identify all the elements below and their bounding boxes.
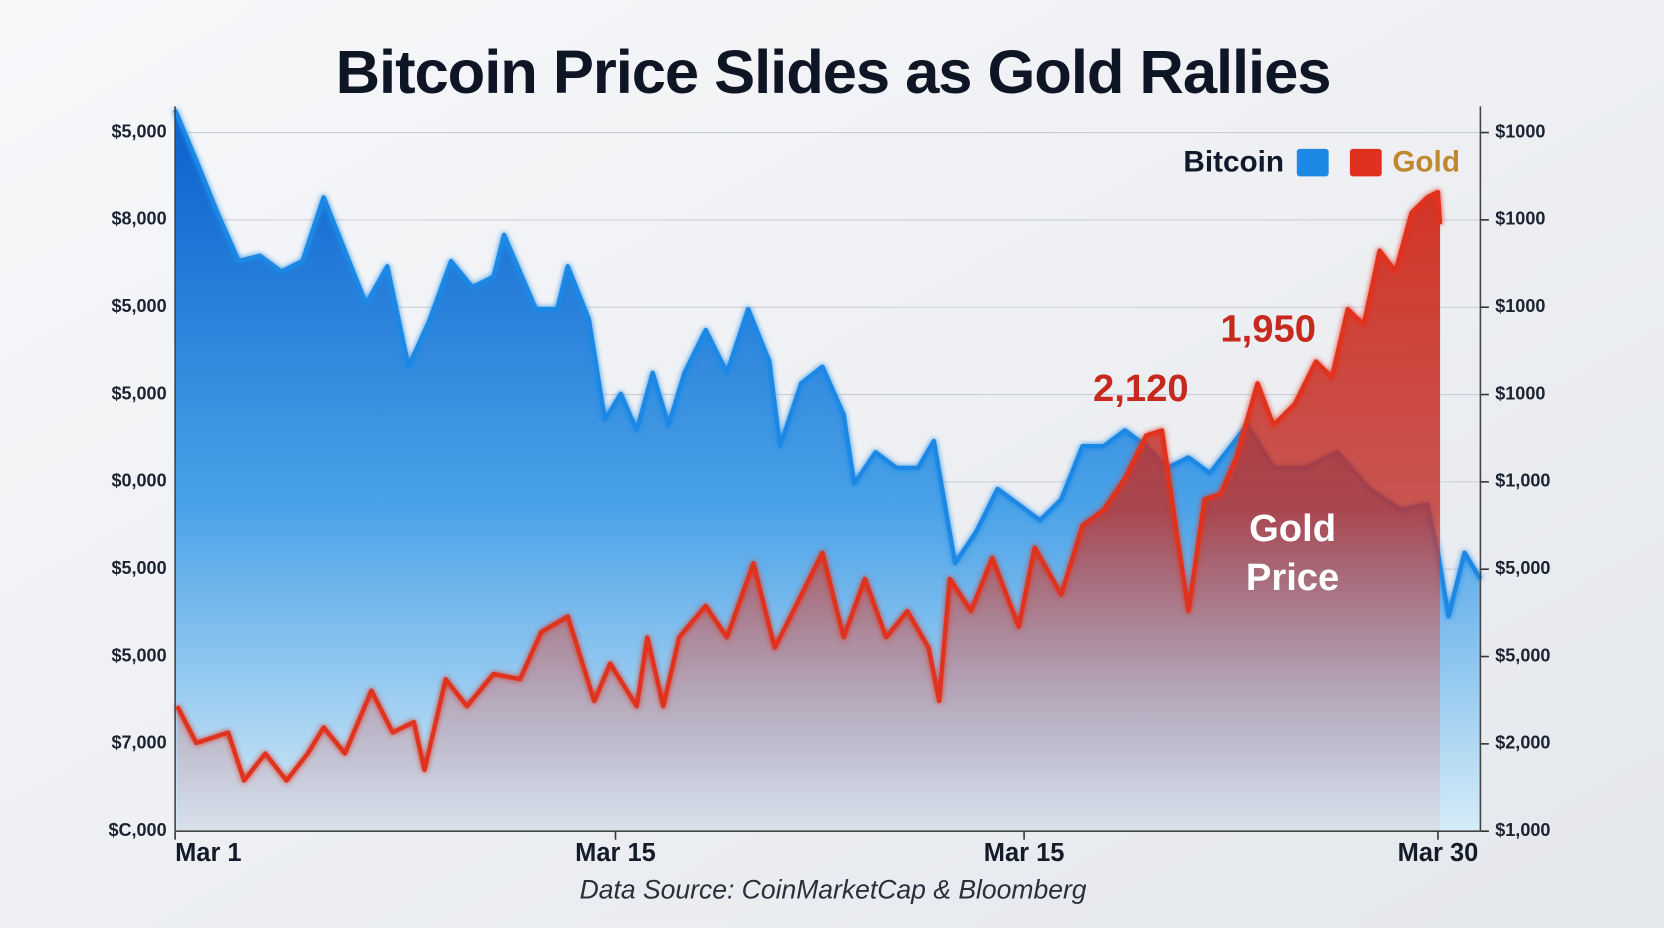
- y-tick-label: $5,000: [111, 645, 166, 665]
- x-tick-label: Mar 1: [175, 839, 242, 867]
- area-fill: [177, 191, 1441, 832]
- legend-label: Bitcoin: [1183, 146, 1284, 179]
- y2-tick-label: $1,000: [1495, 820, 1550, 840]
- line: [175, 189, 1443, 783]
- y2-tick-label: $1000: [1495, 296, 1545, 316]
- y2-tick-label: $1000: [1495, 383, 1545, 403]
- y2-tick-label: $1000: [1495, 121, 1545, 141]
- x-tick-label: Mar 30: [1398, 839, 1479, 867]
- line: [173, 109, 1483, 619]
- annotation: 2,120: [1093, 367, 1189, 410]
- legend: Bitcoin Gold: [1183, 146, 1460, 179]
- legend-swatch: [1296, 148, 1329, 177]
- legend-swatch: [1349, 148, 1382, 177]
- y2-tick-label: $5,000: [1495, 645, 1550, 665]
- y-tick-label: $5,000: [111, 296, 166, 316]
- chart-title: Bitcoin Price Slides as Gold Rallies: [336, 38, 1331, 107]
- plot: $C,000 $7,000 $5,000 $5,000 $0,000 $5,000 $5,0…: [108, 106, 1550, 867]
- legend-label: Gold: [1392, 146, 1460, 179]
- annotation: Price: [1246, 556, 1339, 599]
- annotation: 1,950: [1220, 307, 1316, 350]
- y-tick-label: $7,000: [111, 733, 166, 753]
- y-tick-label: $0,000: [111, 471, 166, 491]
- x-tick-label: Mar 15: [575, 839, 656, 867]
- y-tick-label: $5,000: [111, 558, 166, 578]
- y2-tick-label: $1000: [1495, 209, 1545, 229]
- y2-tick-label: $2,000: [1495, 733, 1550, 753]
- annotation: Gold: [1249, 507, 1336, 550]
- source-note: Data Source: CoinMarketCap & Bloomberg: [580, 875, 1087, 905]
- y2-tick-label: $5,000: [1495, 558, 1550, 578]
- y-tick-label: $C,000: [108, 820, 166, 840]
- y-tick-label: $5,000: [111, 121, 166, 141]
- y-tick-label: $5,000: [111, 383, 166, 403]
- y2-tick-label: $1,000: [1495, 471, 1550, 491]
- x-tick-label: Mar 15: [984, 839, 1065, 867]
- y-tick-label: $8,000: [111, 209, 166, 229]
